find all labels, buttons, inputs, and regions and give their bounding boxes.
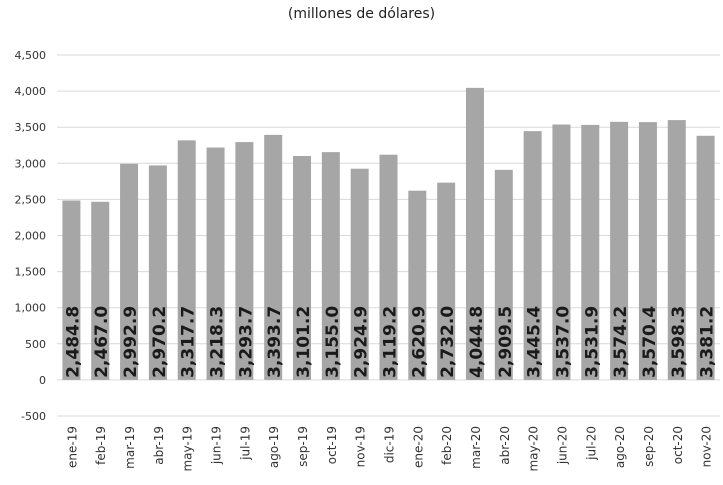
data-label: 3,445.4	[525, 306, 545, 378]
x-tick-label: mar-20	[469, 426, 483, 469]
x-tick-label: jun-19	[210, 426, 224, 465]
data-label: 3,570.4	[640, 306, 660, 378]
data-label: 2,970.2	[150, 306, 170, 378]
x-tick-label: may-20	[527, 426, 541, 472]
x-tick-label: jul-20	[584, 426, 598, 461]
bar	[379, 154, 398, 380]
data-label: 3,531.9	[582, 306, 602, 378]
bar	[62, 200, 81, 380]
data-label: 2,484.8	[63, 306, 83, 378]
x-tick-label: feb-20	[440, 426, 454, 465]
data-label: 2,992.9	[121, 306, 141, 378]
x-tick-label: mar-19	[123, 426, 137, 469]
x-tick-label: nov-20	[700, 426, 714, 467]
x-tick-label: abr-19	[152, 426, 166, 465]
data-label: 3,317.7	[179, 306, 199, 378]
bar	[120, 163, 139, 380]
x-tick-label: oct-19	[325, 426, 339, 464]
x-tick-label: oct-20	[671, 426, 685, 464]
data-label: 4,044.8	[467, 306, 487, 378]
bar	[235, 142, 254, 380]
bar	[523, 131, 542, 380]
x-tick-label: feb-19	[94, 426, 108, 465]
data-label: 2,620.9	[409, 306, 429, 378]
y-tick-label: 2,000	[15, 230, 47, 243]
bar	[177, 140, 196, 380]
bar	[437, 182, 456, 380]
data-label: 3,381.2	[698, 306, 718, 378]
bar	[667, 120, 686, 380]
data-label: 3,574.2	[611, 306, 631, 378]
data-label: 2,732.0	[438, 306, 458, 378]
bar	[321, 152, 340, 380]
x-tick-label: may-19	[181, 426, 195, 472]
x-tick-label: nov-19	[354, 426, 368, 467]
y-tick-label: 1,000	[15, 302, 47, 315]
x-tick-label: ene-19	[65, 426, 79, 468]
bar	[494, 169, 513, 380]
bar	[408, 190, 427, 380]
x-tick-label: abr-20	[498, 426, 512, 465]
x-tick-label: jul-19	[238, 426, 252, 461]
bar	[465, 87, 484, 380]
y-tick-label: 3,000	[15, 157, 47, 170]
x-tick-label: sep-20	[642, 426, 656, 467]
bar	[264, 134, 283, 380]
x-tick-label: ago-19	[267, 426, 281, 468]
data-label: 3,537.0	[553, 306, 573, 378]
x-tick-label: sep-19	[296, 426, 310, 467]
data-label: 2,909.5	[496, 306, 516, 378]
x-tick-label: ene-20	[411, 426, 425, 468]
y-tick-label: -500	[21, 410, 46, 423]
y-tick-label: 1,500	[15, 266, 47, 279]
y-tick-label: 3,500	[15, 121, 47, 134]
bar	[610, 121, 629, 380]
y-tick-label: 4,500	[15, 49, 47, 62]
bar	[350, 168, 369, 380]
data-label: 3,293.7	[236, 306, 256, 378]
bar	[696, 135, 715, 380]
bar	[91, 201, 110, 380]
bar	[148, 165, 167, 380]
bar	[638, 122, 657, 380]
data-label: 3,119.2	[381, 306, 401, 378]
y-tick-label: 0	[39, 374, 46, 387]
bar	[206, 147, 225, 380]
x-tick-label: jun-20	[555, 426, 569, 465]
data-label: 3,393.7	[265, 306, 285, 378]
data-label: 3,218.3	[208, 306, 228, 378]
chart-title: (millones de dólares)	[287, 6, 436, 22]
x-tick-label: ago-20	[613, 426, 627, 468]
y-tick-label: 500	[25, 338, 46, 351]
data-label: 3,598.3	[669, 306, 689, 378]
y-tick-label: 2,500	[15, 193, 47, 206]
bar	[552, 124, 571, 380]
data-label: 2,467.0	[92, 306, 112, 378]
y-tick-label: 4,000	[15, 85, 47, 98]
data-label: 3,101.2	[294, 306, 314, 378]
x-tick-label: dic-19	[383, 426, 397, 463]
data-label: 2,924.9	[352, 306, 372, 378]
bar	[293, 155, 312, 380]
bar	[581, 124, 600, 380]
data-label: 3,155.0	[323, 306, 343, 378]
